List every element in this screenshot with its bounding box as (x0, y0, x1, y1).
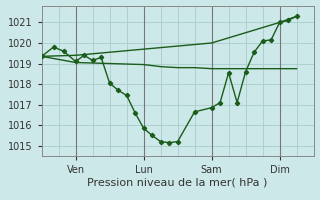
X-axis label: Pression niveau de la mer( hPa ): Pression niveau de la mer( hPa ) (87, 178, 268, 188)
